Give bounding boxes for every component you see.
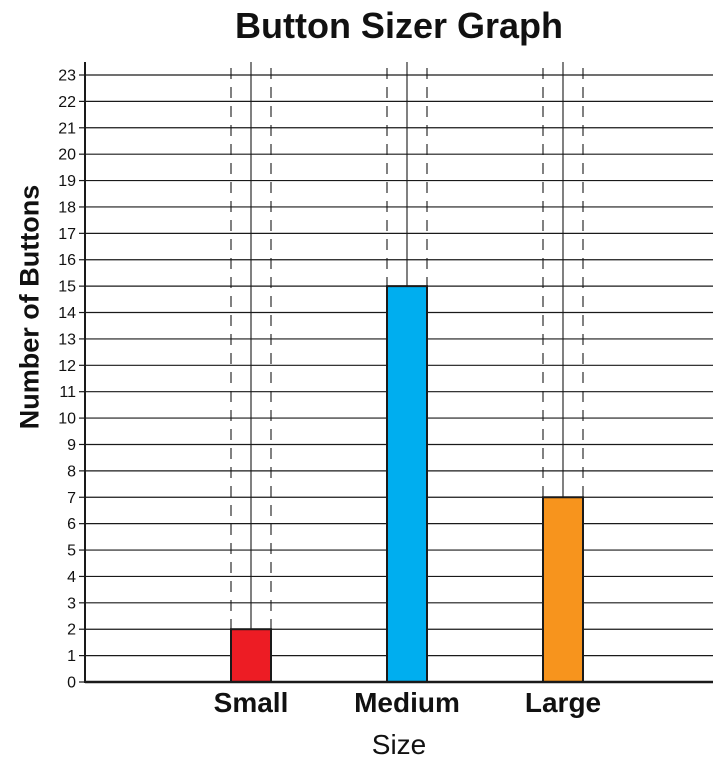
y-tick-label: 20 [58, 147, 76, 164]
y-tick-label: 13 [58, 331, 76, 348]
y-tick-label: 7 [67, 490, 76, 507]
x-tick-label: Large [525, 687, 601, 718]
y-tick-label: 9 [67, 437, 76, 454]
y-tick-label: 21 [58, 120, 76, 137]
y-tick-label: 15 [58, 279, 76, 296]
x-tick-label: Small [214, 687, 289, 718]
y-tick-label: 23 [58, 68, 76, 85]
y-tick-label: 18 [58, 199, 76, 216]
y-tick-label: 1 [67, 648, 76, 665]
y-tick-label: 6 [67, 516, 76, 533]
y-tick-label: 11 [59, 384, 76, 401]
y-tick-label: 8 [67, 463, 76, 480]
y-tick-label: 14 [58, 305, 76, 322]
chart-title: Button Sizer Graph [234, 5, 563, 46]
y-tick-label: 2 [67, 622, 76, 639]
y-tick-label: 10 [58, 411, 76, 428]
y-tick-label: 12 [58, 358, 76, 375]
bar-medium [386, 285, 428, 683]
y-tick-label: 4 [67, 569, 76, 586]
y-tick-label: 5 [67, 543, 76, 560]
y-tick-label: 17 [58, 226, 76, 243]
bar-small [230, 628, 272, 684]
bar-large [542, 496, 584, 683]
y-tick-label: 16 [58, 252, 76, 269]
x-axis-label: Size [371, 729, 427, 760]
y-tick-label: 19 [58, 173, 76, 190]
y-tick-label: 0 [67, 675, 76, 692]
y-tick-label: 3 [67, 595, 76, 612]
x-tick-label: Medium [354, 687, 460, 718]
y-tick-label: 22 [58, 94, 76, 111]
